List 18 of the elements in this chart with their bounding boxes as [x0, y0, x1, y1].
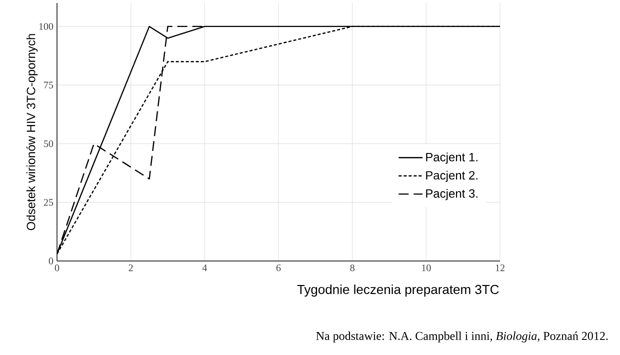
x-axis-title: Tygodnie leczenia preparatem 3TC	[297, 284, 499, 297]
legend-label: Pacjent 3.	[426, 188, 478, 200]
legend-label: Pacjent 1.	[426, 152, 478, 164]
y-tick-label: 100	[39, 23, 54, 30]
legend-label: Pacjent 2.	[426, 170, 478, 182]
x-tick-label: 10	[422, 264, 431, 272]
y-tick-label: 50	[44, 140, 54, 148]
x-tick-label: 6	[276, 264, 281, 272]
x-tick-label: 0	[54, 264, 60, 272]
text: Na podstawie: N.A. Campbell i inni, Biologia, Poznań 2012.	[316, 332, 608, 342]
y-tick-label: 25	[44, 198, 54, 206]
y-axis-title: Odsetek wirionów HIV 3TC-opornych	[26, 34, 38, 230]
x-tick-label: 12	[496, 264, 504, 272]
y-tick-label: 75	[44, 82, 54, 88]
x-tick-label: 4	[202, 264, 208, 272]
x-tick-label: 2	[128, 264, 133, 272]
x-tick-label: 8	[350, 264, 354, 272]
y-tick-label: 0	[48, 258, 54, 264]
